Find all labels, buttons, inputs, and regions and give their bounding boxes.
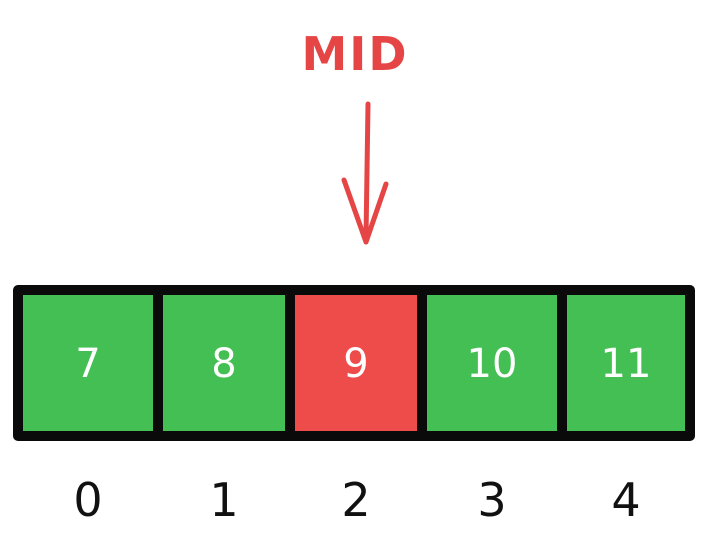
array-index-label: 3 — [477, 473, 506, 527]
array-index-label: 4 — [611, 473, 640, 527]
array-cell-box — [557, 285, 695, 441]
array-cell-value: 10 — [467, 341, 518, 387]
array-cell-value: 7 — [75, 341, 100, 387]
array-cell: 8 — [153, 285, 295, 441]
array-cell-value: 11 — [601, 341, 652, 387]
array-index-label: 1 — [209, 473, 238, 527]
mid-pointer-label: MID — [301, 27, 408, 81]
arrow-head — [341, 177, 389, 245]
array-cell-box-mid — [285, 285, 427, 441]
array-cell-value: 9 — [343, 341, 368, 387]
array-cell-value: 8 — [211, 341, 236, 387]
arrow-shaft — [363, 101, 371, 241]
array-cell: 7 — [13, 285, 163, 441]
array-index-label: 0 — [73, 473, 102, 527]
array-indices: 0 1 2 3 4 — [73, 473, 640, 527]
array-cell: 9 — [285, 285, 427, 441]
array-cell: 10 — [417, 285, 567, 441]
array-cells: 7 8 9 10 11 — [13, 285, 695, 441]
mid-pointer-arrow — [341, 101, 389, 245]
array-cell: 11 — [557, 285, 695, 441]
array-index-label: 2 — [341, 473, 370, 527]
